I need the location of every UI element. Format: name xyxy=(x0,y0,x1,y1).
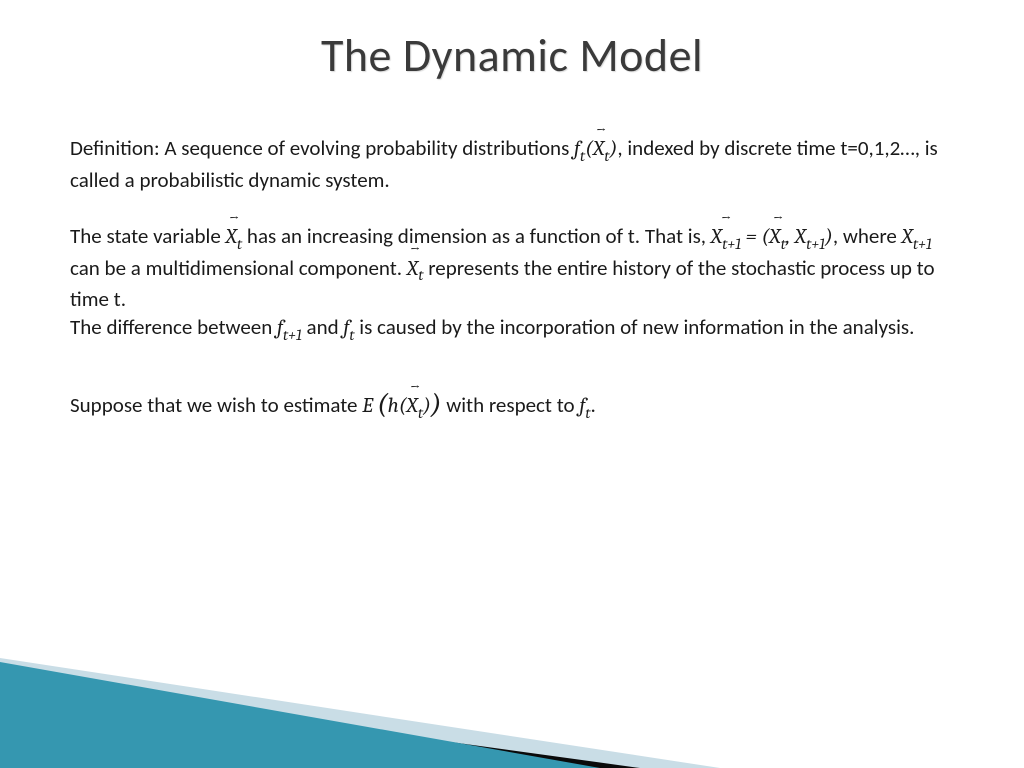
slide: The Dynamic Model Definition: A sequence… xyxy=(0,0,1024,768)
corner-decoration xyxy=(0,0,1024,768)
